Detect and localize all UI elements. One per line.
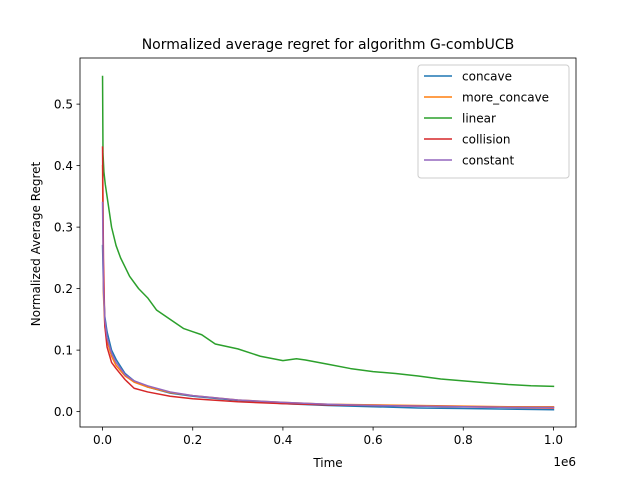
y-tick-label: 0.0: [54, 405, 73, 419]
x-tick-label: 0.6: [364, 433, 383, 447]
x-tick-label: 0.4: [273, 433, 292, 447]
y-axis-label: Normalized Average Regret: [29, 161, 43, 326]
axes-frame: [79, 57, 577, 428]
legend-label-linear: linear: [462, 111, 496, 125]
legend-label-collision: collision: [462, 132, 510, 146]
x-tick-label: 1.0: [544, 433, 563, 447]
y-tick-label: 0.2: [54, 282, 73, 296]
axes-group: 0.0 0.2 0.4 0.6 0.8 1.0 0.0 0.1 0.2 0.3 0.4 0.5: [54, 57, 577, 447]
legend-label-constant: constant: [462, 153, 514, 167]
legend-label-concave: concave: [462, 69, 512, 83]
x-tick-label: 0.8: [454, 433, 473, 447]
y-tick-label: 0.1: [54, 343, 73, 357]
plot-marks: [101, 75, 555, 411]
legend-label-more-concave: more_concave: [462, 90, 549, 104]
x-tick-label: 0.0: [93, 433, 112, 447]
series-line-constant: [101, 201, 555, 409]
y-tick-label: 0.3: [54, 220, 73, 234]
y-tick-label: 0.4: [54, 159, 73, 173]
chart-title: Normalized average regret for algorithm …: [142, 37, 515, 53]
legend-box: [417, 64, 570, 179]
series-line-linear: [101, 75, 555, 388]
x-axis-offset-label: 1e6: [553, 455, 576, 469]
x-tick-label: 0.2: [183, 433, 202, 447]
x-axis-label: Time: [312, 456, 342, 470]
y-tick-label: 0.5: [54, 97, 73, 111]
